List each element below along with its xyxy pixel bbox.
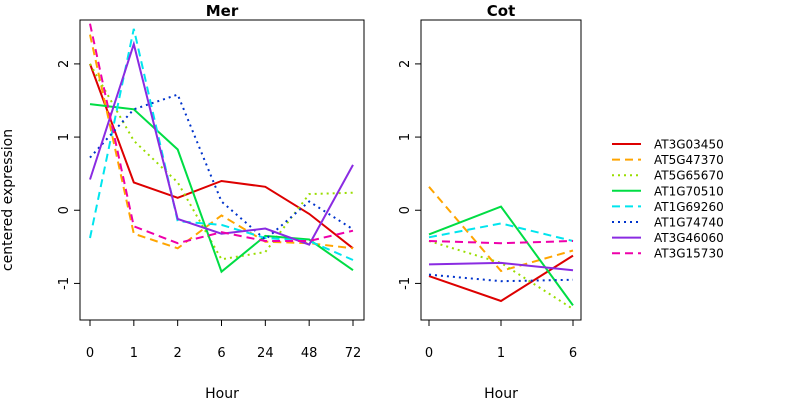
y-axis-mer: -1 0 1 2 [57,60,81,290]
x-axis-title-cot: Hour [484,386,518,400]
y-axis-title: centered expression [0,129,16,271]
y-tick-label: 2 [398,60,413,68]
series-line-at1g70510 [89,103,354,274]
legend-label-at1g69260: AT1G69260 [654,200,724,214]
x-tick-label: 6 [217,346,225,361]
series-line-at1g74740 [89,93,354,241]
x-tick-label: 72 [345,346,362,361]
legend-label-at5g47370: AT5G47370 [654,153,724,167]
x-tick-label: 6 [569,346,577,361]
series-line-at1g69260 [89,28,354,261]
x-tick-label: 48 [301,346,318,361]
series-line-at5g47370 [428,186,574,273]
y-tick-label: -1 [57,277,72,290]
legend-label-at3g15730: AT3G15730 [654,247,724,261]
series-line-at5g65670 [428,240,574,310]
y-tick-label: 1 [398,133,413,141]
legend-label-at3g46060: AT3G46060 [654,231,724,245]
series-line-at3g03450 [89,63,354,250]
y-tick-label: -1 [398,277,413,290]
series-line-at1g69260 [428,222,574,242]
series-line-at3g03450 [428,254,574,303]
series-line-at5g47370 [89,34,354,250]
x-tick-label: 1 [497,346,505,361]
legend-label-at1g70510: AT1G70510 [654,184,724,198]
series-lines-mer [89,23,354,274]
panel-mer: Mer -1 0 1 2 0 1 2 6 24 48 72 Hour [57,2,365,400]
y-tick-label: 1 [57,133,72,141]
y-axis-cot: -1 0 1 2 [398,60,422,290]
x-axis-cot: 0 1 6 [425,319,577,361]
series-line-at3g46060 [428,261,574,272]
series-line-at1g74740 [428,273,574,283]
series-line-at5g65670 [89,63,354,261]
series-lines-cot [428,186,574,310]
panel-cot: Cot -1 0 1 2 0 1 6 Hour [398,2,582,400]
y-tick-label: 2 [57,60,72,68]
legend-label-at3g03450: AT3G03450 [654,138,724,152]
x-tick-label: 0 [425,346,433,361]
legend-label-at1g74740: AT1G74740 [654,216,724,230]
x-axis-mer: 0 1 2 6 24 48 72 [86,319,362,361]
x-tick-label: 0 [86,346,94,361]
panel-title-mer: Mer [206,2,239,20]
panel-title-cot: Cot [487,2,515,20]
x-tick-label: 2 [174,346,182,361]
x-axis-title-mer: Hour [205,386,239,400]
x-tick-label: 1 [130,346,138,361]
series-line-at3g15730 [428,240,574,245]
legend-label-at5g65670: AT5G65670 [654,169,724,183]
series-line-at3g15730 [89,23,354,245]
series-line-at1g70510 [428,205,574,306]
x-tick-label: 24 [257,346,274,361]
plot-frame-cot [420,19,582,321]
series-line-at3g46060 [89,40,354,246]
y-tick-label: 0 [57,206,72,214]
y-tick-label: 0 [398,206,413,214]
